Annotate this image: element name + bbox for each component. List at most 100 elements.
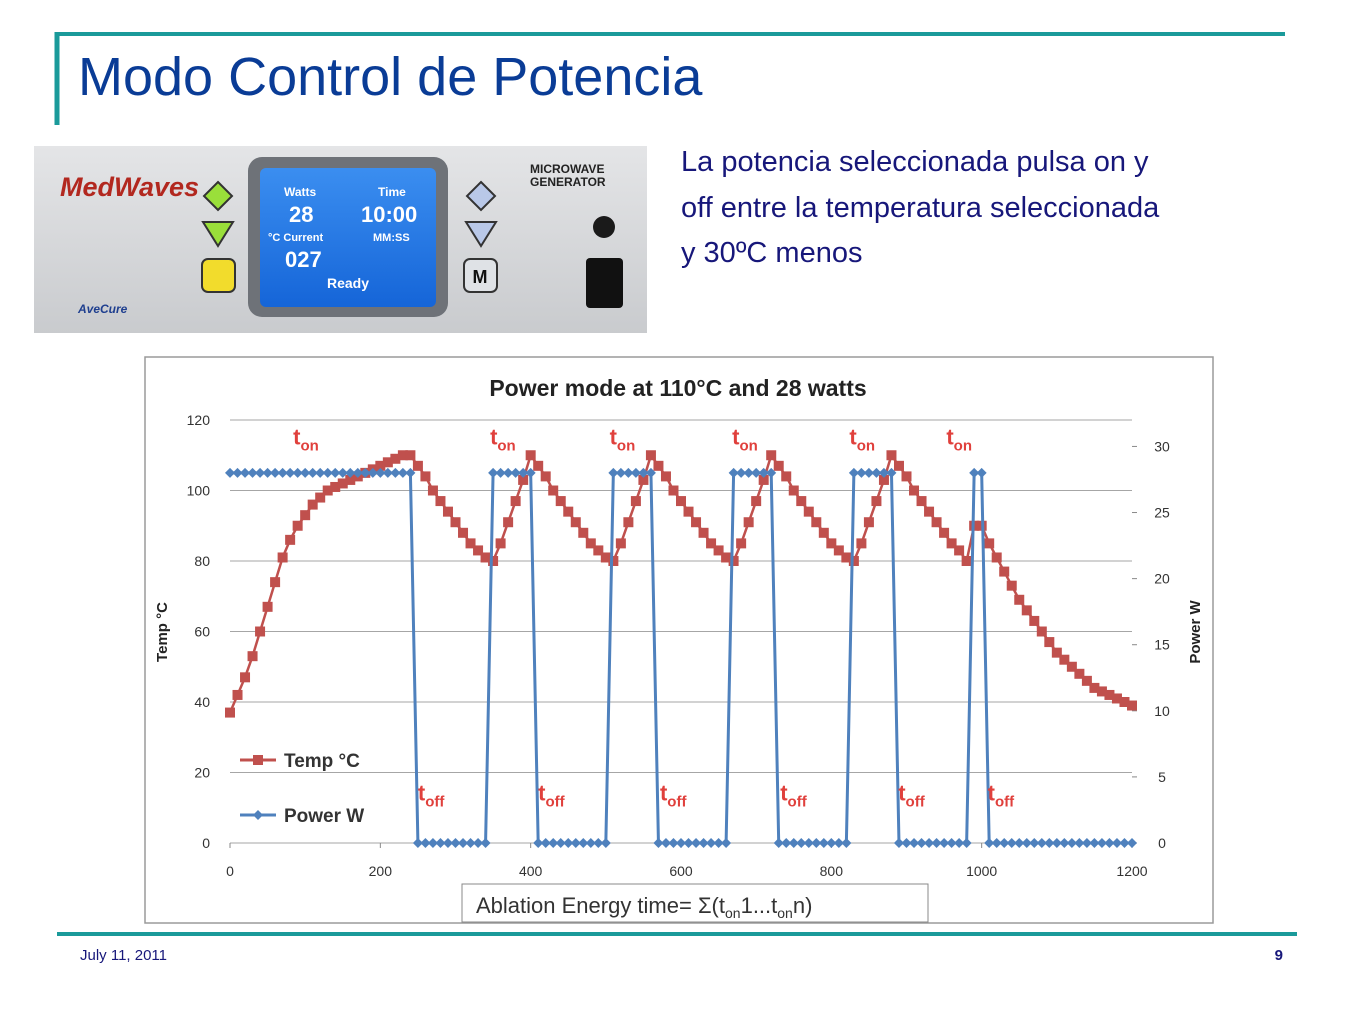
power-point <box>307 467 318 478</box>
temp-point <box>247 651 258 662</box>
temp-point <box>533 460 544 471</box>
y2-tick-label: 15 <box>1154 637 1170 653</box>
power-point <box>1006 838 1017 848</box>
button-up <box>202 180 234 212</box>
power-point <box>225 467 235 478</box>
temp-point <box>503 517 514 528</box>
temp-point <box>766 450 777 461</box>
annotation-text: t <box>418 781 426 806</box>
power-point <box>270 467 281 478</box>
annotation-sub: on <box>300 438 318 455</box>
power-point <box>781 838 792 848</box>
annotation: toff <box>660 781 687 811</box>
annotation-text: t <box>988 781 996 806</box>
power-point <box>999 838 1010 848</box>
power-point <box>961 838 972 848</box>
power-point <box>909 838 920 848</box>
power-point <box>653 838 664 848</box>
temp-point <box>841 552 852 563</box>
y-tick-label: 40 <box>194 694 210 710</box>
temp-point <box>495 538 506 549</box>
power-point <box>585 838 596 848</box>
annotation: ton <box>946 425 972 455</box>
body-line: y 30ºC menos <box>681 237 862 269</box>
page-number: 9 <box>1275 947 1283 964</box>
power-point <box>736 467 747 478</box>
temp-point <box>608 556 619 566</box>
power-point <box>555 838 566 848</box>
power-point <box>533 838 544 848</box>
power-point <box>473 838 484 848</box>
temp-point <box>615 538 626 549</box>
power-point <box>247 467 258 478</box>
power-point <box>901 838 912 848</box>
power-point <box>420 838 431 848</box>
device: MedWaves AveCure MICROWAVE GENERATOR Wat… <box>34 146 647 333</box>
formula-box <box>461 883 929 923</box>
temp-point <box>751 496 762 507</box>
power-point <box>660 838 671 848</box>
power-point <box>638 467 649 478</box>
power-point <box>465 838 476 848</box>
power-point <box>758 467 769 478</box>
power-point <box>878 467 889 478</box>
power-point <box>435 838 446 848</box>
y2-tick-label: 25 <box>1154 505 1170 521</box>
temp-point <box>736 538 747 549</box>
formula: Ablation Energy time= Σ(ton1...tonn) <box>476 893 812 921</box>
temp-point <box>878 474 889 485</box>
temp-point <box>548 485 559 496</box>
power-point <box>1096 838 1107 848</box>
temp-point <box>691 517 702 528</box>
temp-point <box>916 496 927 507</box>
switch <box>586 258 623 308</box>
power-point <box>525 467 536 478</box>
power-point <box>412 838 423 848</box>
temp-point <box>901 471 912 482</box>
annotation-text: t <box>610 425 618 450</box>
y-axis-label: Temp °C <box>154 602 171 662</box>
power-point <box>1029 838 1040 848</box>
y2-tick-label: 30 <box>1154 438 1170 454</box>
temp-point <box>412 460 423 471</box>
temp-point <box>1021 605 1032 616</box>
y-tick-label: 20 <box>194 765 210 781</box>
power-point <box>788 838 799 848</box>
temp-point <box>939 527 950 538</box>
temp-point <box>435 496 446 507</box>
temp-point <box>225 707 235 718</box>
annotation-text: t <box>732 425 740 450</box>
temp-point <box>1096 686 1107 697</box>
power-point <box>713 838 724 848</box>
temp-point <box>991 552 1002 563</box>
power-point <box>766 467 777 478</box>
legend-label: Temp °C <box>284 751 360 772</box>
x-tick-label: 800 <box>820 863 844 879</box>
screen-text: 027 <box>285 247 322 272</box>
power-point <box>721 838 732 848</box>
temp-point <box>893 460 904 471</box>
y-tick-label: 0 <box>202 835 210 851</box>
button-down <box>464 221 498 248</box>
power-point <box>924 838 935 848</box>
formula-text: 1...t <box>741 893 778 918</box>
temp-point <box>600 552 611 563</box>
power-point <box>510 467 521 478</box>
power-point <box>773 838 784 848</box>
x-tick-label: 200 <box>369 863 393 879</box>
screen <box>260 168 436 307</box>
power-point <box>796 838 807 848</box>
temp-point <box>721 552 732 563</box>
power-point <box>668 838 679 848</box>
power-point <box>548 838 559 848</box>
temp-point <box>270 577 281 588</box>
temp-point <box>540 471 551 482</box>
annotation-sub: on <box>954 438 972 455</box>
power-point <box>503 467 514 478</box>
device-label: GENERATOR <box>530 175 606 189</box>
button-down <box>201 221 235 248</box>
temp-point <box>585 538 596 549</box>
temp-point <box>1059 654 1070 665</box>
power-point <box>518 467 529 478</box>
power-point <box>1127 838 1137 848</box>
